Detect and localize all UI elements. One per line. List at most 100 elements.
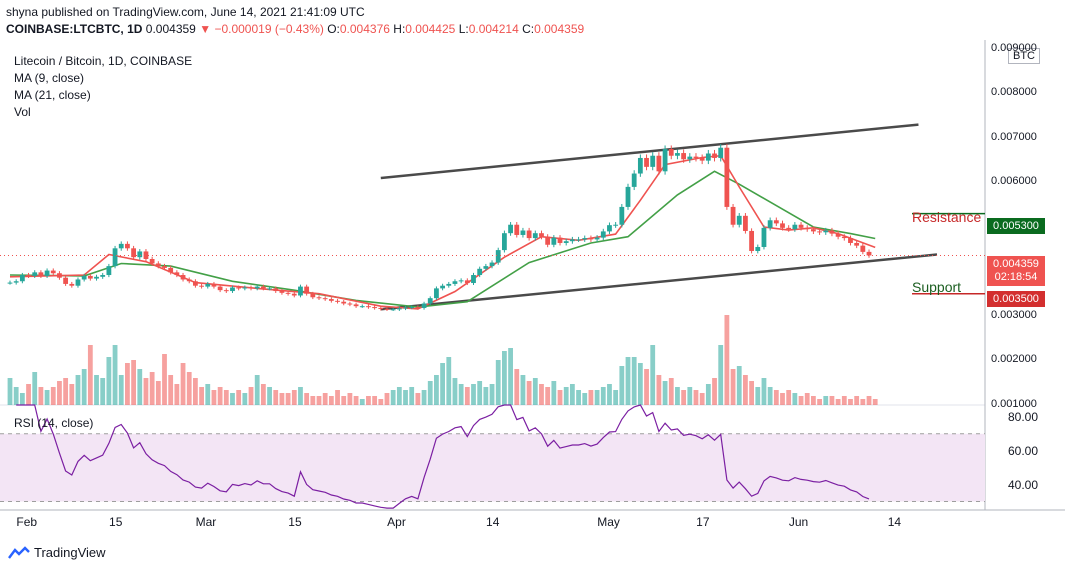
volume-bar [804, 393, 810, 405]
candle-body [427, 298, 433, 304]
candle-body [137, 251, 143, 258]
volume-bar [353, 396, 359, 405]
candle-body [860, 245, 866, 252]
candle-body [471, 275, 476, 284]
candlesticks [7, 144, 872, 311]
volume-bar [100, 378, 106, 405]
volume-bar [335, 390, 340, 405]
volume-bar [316, 396, 322, 405]
current-price-badge: 0.004359 02:18:54 [987, 256, 1045, 286]
candle-body [223, 290, 229, 292]
candle-body [316, 297, 322, 299]
candle-body [372, 307, 378, 309]
volume-bar [193, 378, 198, 405]
volume-bar [514, 369, 520, 405]
candle-body [798, 224, 804, 228]
candle-body [532, 233, 538, 239]
candle-body [841, 236, 847, 239]
candle-body [458, 280, 464, 282]
volume-bar [458, 384, 464, 405]
candle-body [7, 282, 13, 284]
candle-body [19, 275, 25, 282]
candle-body [267, 288, 272, 290]
time-tick-label: 17 [696, 515, 710, 529]
time-tick-label: 15 [288, 515, 302, 529]
candle-body [328, 299, 334, 301]
candle-body [415, 307, 421, 309]
volume-bar [712, 378, 717, 405]
price-tick-label: 0.007000 [991, 130, 1037, 143]
volume-bar [205, 384, 211, 405]
candle-body [780, 223, 785, 228]
candle-body [848, 238, 853, 243]
volume-bar [230, 393, 235, 405]
candle-body [50, 270, 56, 274]
candle-body [668, 149, 674, 156]
current-price-value: 0.004359 [993, 258, 1039, 270]
candle-body [13, 281, 19, 283]
candle-body [44, 270, 50, 276]
candle-body [675, 153, 680, 156]
trendline-lower [380, 253, 938, 311]
volume-bar [69, 384, 75, 405]
candle-body [508, 224, 513, 234]
volume-bar [724, 315, 730, 405]
candle-body [57, 273, 62, 278]
volume-bar [199, 387, 204, 405]
last-price: 0.004359 [145, 22, 196, 36]
volume-bars [7, 315, 878, 405]
time-tick-label: 14 [887, 515, 902, 529]
candle-body [631, 173, 637, 187]
candle-body [730, 206, 736, 225]
candle-body [359, 306, 365, 308]
candle-body [38, 272, 44, 276]
candle-body [155, 263, 161, 267]
candle-body [390, 309, 396, 311]
candle-body [384, 308, 390, 310]
trendlines [380, 123, 938, 311]
candle-body [260, 286, 266, 289]
open-label: O: [327, 22, 340, 36]
candle-body [495, 250, 501, 263]
candle-body [625, 186, 631, 207]
candle-body [199, 285, 204, 287]
volume-bar [705, 384, 711, 405]
volume-bar [489, 384, 495, 405]
candle-body [112, 248, 118, 267]
candle-body [26, 275, 31, 277]
candle-body [749, 230, 754, 251]
candle-body [186, 279, 192, 282]
candle-body [811, 229, 816, 232]
currency-label[interactable]: BTC [1008, 48, 1040, 64]
volume-bar [273, 390, 279, 405]
candle-body [613, 224, 619, 226]
candle-body [563, 241, 569, 243]
time-tick-label: 15 [109, 515, 123, 529]
volume-bar [440, 363, 445, 405]
volume-bar [372, 396, 378, 405]
volume-bar [242, 393, 248, 405]
candle-body [650, 155, 656, 167]
volume-bar [650, 345, 656, 405]
trendline-upper [380, 123, 919, 180]
volume-bar [477, 381, 483, 405]
legend-volume: Vol [14, 105, 31, 119]
candle-body [279, 291, 285, 293]
candle-body [743, 215, 748, 231]
volume-bar [600, 387, 606, 405]
volume-bar [662, 381, 668, 405]
volume-bar [328, 396, 334, 405]
volume-bar [545, 387, 551, 405]
volume-bar [452, 378, 458, 405]
candle-body [773, 220, 779, 224]
candle-body [582, 238, 588, 240]
time-tick-label: Apr [387, 515, 406, 529]
tradingview-logo[interactable]: TradingView [8, 545, 106, 560]
bar-countdown: 02:18:54 [994, 271, 1038, 283]
candle-body [440, 285, 445, 289]
volume-bar [248, 387, 254, 405]
volume-bar [403, 390, 408, 405]
volume-bar [619, 366, 625, 405]
volume-bar [508, 348, 513, 405]
